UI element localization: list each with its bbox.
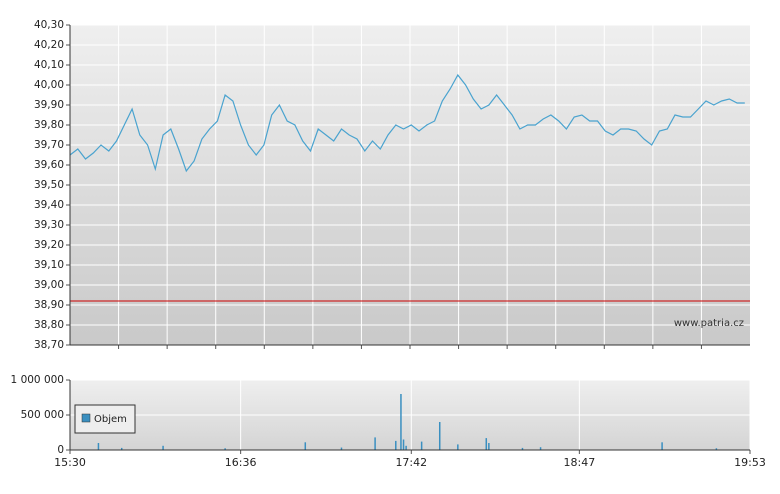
volume-bar xyxy=(457,444,459,450)
volume-bar xyxy=(521,447,524,450)
volume-bar xyxy=(488,443,490,450)
volume-bar xyxy=(374,437,376,450)
y-tick-label: 0 xyxy=(57,444,64,456)
y-tick-label: 40,20 xyxy=(34,39,64,51)
volume-bar xyxy=(715,448,718,450)
volume-bar xyxy=(304,442,307,450)
y-tick-label: 38,80 xyxy=(34,319,64,331)
y-tick-label: 40,00 xyxy=(34,79,64,91)
price-line xyxy=(69,73,745,173)
y-tick-label: 39,50 xyxy=(34,179,64,191)
volume-bar xyxy=(340,447,343,450)
volume-bar xyxy=(402,439,405,450)
volume-bar xyxy=(420,441,423,450)
y-tick-label: 40,10 xyxy=(34,59,64,71)
y-tick-label: 39,90 xyxy=(34,99,64,111)
y-tick-label: 39,30 xyxy=(34,219,64,231)
y-tick-label: 38,90 xyxy=(34,299,64,311)
legend-box xyxy=(74,404,136,434)
x-tick-label: 19:53 xyxy=(734,456,766,469)
y-tick-label: 1 000 000 xyxy=(11,374,64,386)
volume-bar xyxy=(661,442,663,450)
volume-bar xyxy=(395,440,397,450)
y-tick-label: 39,20 xyxy=(34,239,64,251)
x-tick-label: 16:36 xyxy=(225,456,257,469)
x-tick-label: 18:47 xyxy=(564,456,596,469)
y-tick-label: 500 000 xyxy=(21,409,64,421)
y-tick-label: 38,70 xyxy=(34,339,64,351)
y-tick-label: 39,00 xyxy=(34,279,64,291)
volume-bar xyxy=(539,447,542,450)
legend-swatch xyxy=(81,413,91,423)
legend-label: Objem xyxy=(94,414,127,425)
volume-bar xyxy=(97,443,100,450)
y-tick-label: 39,70 xyxy=(34,139,64,151)
volume-bar xyxy=(400,394,402,450)
y-tick-label: 39,10 xyxy=(34,259,64,271)
volume-bar xyxy=(120,447,123,450)
volume-bar xyxy=(405,445,407,450)
watermark: www.patria.cz xyxy=(674,318,744,329)
y-tick-label: 39,60 xyxy=(34,159,64,171)
volume-bar xyxy=(162,445,164,450)
y-tick-label: 40,30 xyxy=(34,19,64,31)
y-tick-label: 39,80 xyxy=(34,119,64,131)
x-tick-label: 15:30 xyxy=(54,456,86,469)
volume-bar xyxy=(224,448,226,450)
y-tick-label: 39,40 xyxy=(34,199,64,211)
volume-bar xyxy=(438,422,441,450)
x-tick-label: 17:42 xyxy=(395,456,427,469)
volume-bar xyxy=(485,438,488,450)
